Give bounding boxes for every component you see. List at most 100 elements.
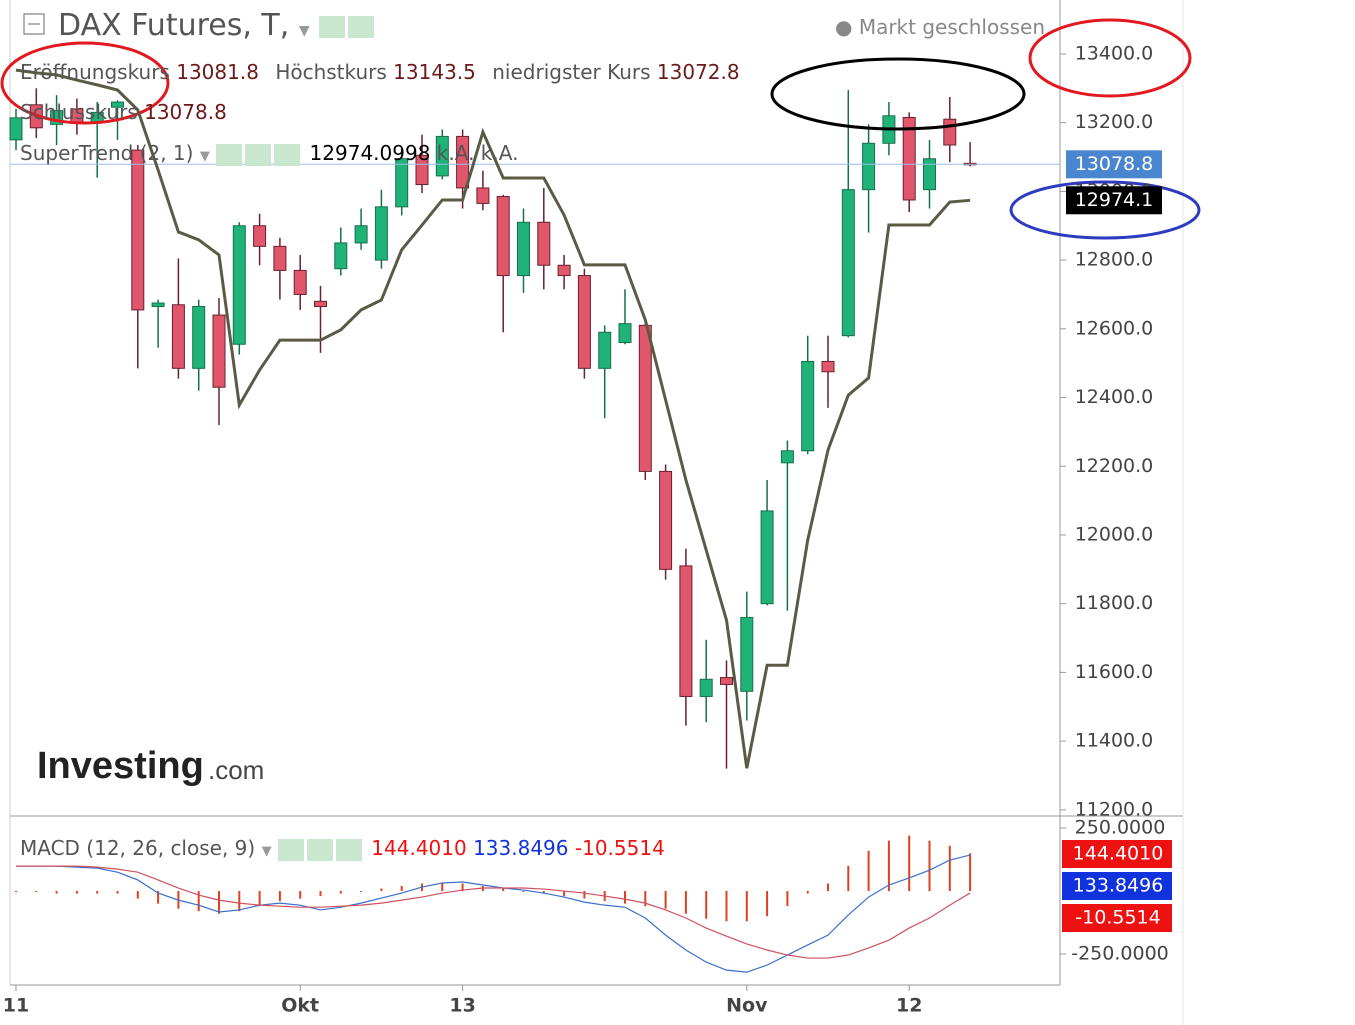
candle-body bbox=[902, 117, 916, 201]
gear-icon[interactable] bbox=[245, 143, 272, 166]
gear-icon[interactable] bbox=[348, 15, 375, 38]
y-tick-label: 11600.0 bbox=[1075, 661, 1154, 683]
signal-line bbox=[16, 865, 971, 959]
x-tick-label: 13 bbox=[449, 995, 475, 1017]
ohlc-label: Schlusskurs bbox=[20, 100, 138, 124]
candle-body bbox=[456, 135, 470, 189]
annotation-ellipse bbox=[1028, 18, 1192, 98]
ohlc-label: Höchstkurs bbox=[275, 60, 387, 84]
ohlc-label: Eröffnungskurs bbox=[20, 60, 170, 84]
last-price-label-box bbox=[1066, 150, 1162, 179]
ohlc-value: 13081.8 bbox=[176, 60, 259, 84]
candle-body bbox=[151, 302, 165, 307]
candle-body bbox=[131, 149, 145, 311]
supertrend-last-label-box bbox=[1066, 186, 1162, 215]
close-icon[interactable] bbox=[335, 838, 362, 861]
candle-body bbox=[9, 117, 23, 141]
logo: Investing bbox=[37, 745, 204, 787]
ohlc-legend: Schlusskurs 13078.8 bbox=[20, 100, 237, 124]
chart-title: DAX Futures, T, bbox=[58, 8, 290, 43]
dropdown[interactable]: ▼ bbox=[298, 23, 310, 39]
title-row: DAX Futures, T, ▼ bbox=[58, 8, 377, 43]
market-status: ● Markt geschlossen bbox=[835, 15, 1046, 39]
annotation-ellipse bbox=[770, 57, 1026, 131]
x-tick-label: 11 bbox=[3, 995, 29, 1017]
y-tick-label: 12600.0 bbox=[1075, 317, 1154, 339]
dropdown[interactable]: ▼ bbox=[261, 844, 272, 859]
dropdown[interactable]: ▼ bbox=[199, 149, 210, 164]
y-tick-label: 12000.0 bbox=[1075, 523, 1154, 545]
candle-body bbox=[476, 187, 490, 204]
indicator-name: MACD (12, 26, close, 9) bbox=[20, 836, 256, 860]
candle-body bbox=[780, 450, 794, 464]
candle-body bbox=[740, 616, 754, 692]
candle-body bbox=[679, 565, 693, 697]
macd-value: 133.8496 bbox=[473, 836, 569, 860]
macd-value: 144.4010 bbox=[371, 836, 467, 860]
candle-body bbox=[557, 264, 571, 277]
y-tick-label: 11400.0 bbox=[1075, 730, 1154, 752]
collapse-icon[interactable] bbox=[23, 13, 45, 35]
logo: .com bbox=[208, 755, 264, 785]
y-tick-label: -250.0000 bbox=[1071, 943, 1169, 965]
y-tick-label: 12200.0 bbox=[1075, 455, 1154, 477]
candle-body bbox=[354, 225, 368, 244]
macd-legend: MACD (12, 26, close, 9) ▼ 144.4010 133.8… bbox=[20, 836, 665, 861]
candle-body bbox=[618, 323, 632, 344]
candle-body bbox=[943, 118, 957, 146]
y-tick-label: 13400.0 bbox=[1075, 42, 1154, 64]
indicator-value: 12974.0998 bbox=[309, 141, 431, 165]
candles bbox=[9, 88, 977, 769]
y-tick-label: 12400.0 bbox=[1075, 386, 1154, 408]
eye-icon[interactable] bbox=[216, 143, 243, 166]
macd-value: -10.5514 bbox=[574, 836, 665, 860]
candle-body bbox=[760, 510, 774, 605]
candle-body bbox=[435, 135, 449, 177]
eye-icon[interactable] bbox=[319, 15, 346, 38]
y-tick-label: 13200.0 bbox=[1075, 111, 1154, 133]
ohlc-legend: Eröffnungskurs 13081.8 Höchstkurs 13143.… bbox=[20, 60, 750, 84]
ohlc-value: 13072.8 bbox=[656, 60, 740, 84]
candle-body bbox=[720, 677, 733, 685]
candle-body bbox=[577, 275, 591, 369]
annotation-ellipse bbox=[0, 41, 170, 125]
candle-body bbox=[232, 225, 246, 345]
candle-body bbox=[415, 154, 429, 186]
ohlc-value: 13143.5 bbox=[393, 60, 476, 84]
macd-value-label: -10.5514 bbox=[1075, 907, 1160, 929]
y-tick-label: 12800.0 bbox=[1075, 249, 1154, 271]
candle-body bbox=[821, 360, 835, 373]
x-tick-label: Nov bbox=[726, 995, 768, 1017]
indicator-extra: k.A. bbox=[436, 141, 475, 165]
candle-body bbox=[517, 221, 530, 277]
macd-line bbox=[16, 854, 971, 973]
ohlc-value: 13078.8 bbox=[144, 100, 227, 124]
macd-value-box bbox=[1062, 840, 1172, 868]
indicator-name: SuperTrend (2, 1) bbox=[20, 141, 194, 165]
macd-value-label: 133.8496 bbox=[1073, 875, 1164, 897]
gear-icon[interactable] bbox=[306, 838, 333, 861]
eye-icon[interactable] bbox=[277, 838, 304, 861]
candle-body bbox=[801, 360, 815, 452]
macd-value-box bbox=[1062, 872, 1172, 900]
candle-body bbox=[374, 206, 388, 261]
x-tick-label: 12 bbox=[896, 995, 922, 1017]
y-tick-label: 11200.0 bbox=[1075, 798, 1154, 820]
candle-body bbox=[253, 225, 267, 247]
macd-value-box bbox=[1062, 904, 1172, 932]
candle-body bbox=[314, 300, 327, 307]
x-tick-label: Okt bbox=[281, 995, 319, 1017]
candle-body bbox=[638, 324, 652, 472]
candle-body bbox=[699, 678, 713, 697]
candle-body bbox=[395, 158, 409, 208]
supertrend-legend: SuperTrend (2, 1) ▼ 12974.0998 k.A. k.A. bbox=[20, 141, 518, 166]
candle-body bbox=[192, 305, 206, 369]
candle-body bbox=[334, 242, 348, 270]
macd-value-label: 144.4010 bbox=[1073, 843, 1164, 865]
candle-body bbox=[496, 196, 510, 277]
candle-body bbox=[212, 314, 226, 388]
supertrend-last-label: 12974.1 bbox=[1075, 189, 1154, 211]
close-icon[interactable] bbox=[274, 143, 301, 166]
